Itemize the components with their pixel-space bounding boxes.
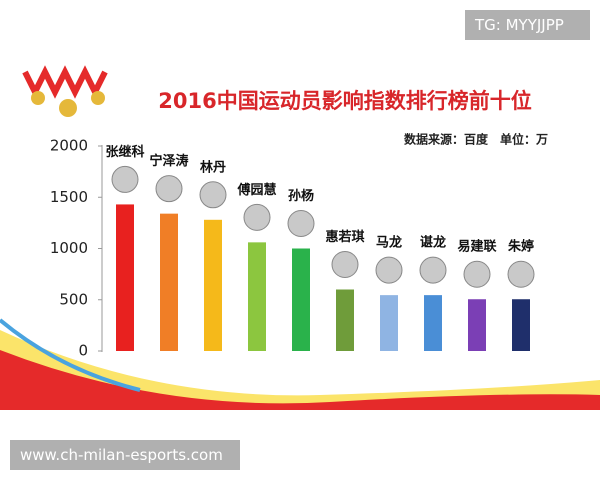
bar-name-label: 傅园慧: [236, 182, 276, 198]
bar-name-label: 孙杨: [288, 188, 314, 204]
bar: [160, 213, 178, 351]
watermark: TG: MYYJJPP: [465, 10, 590, 40]
chart-note: 数据来源：百度 单位：万: [404, 132, 548, 147]
y-tick-label: 500: [59, 290, 88, 308]
bar-name-label: 林丹: [200, 159, 226, 175]
avatar: [287, 210, 315, 237]
bar: [292, 248, 310, 351]
bar: [424, 295, 442, 351]
bar-name-label: 易建联: [457, 239, 496, 255]
y-tick-label: 2000: [50, 137, 88, 155]
bar-name-label: 马龙: [376, 235, 402, 251]
avatar: [243, 203, 271, 231]
bar-name-label: 惠若琪: [325, 229, 364, 245]
bar: [468, 299, 486, 351]
bar: [248, 242, 266, 351]
y-tick-label: 0: [78, 342, 88, 360]
avatar: [375, 256, 403, 284]
bar-name-label: 朱婷: [507, 239, 534, 255]
bar: [380, 295, 398, 351]
bar: [512, 299, 530, 351]
chart-title: 2016中国运动员影响指数排行榜前十位: [158, 89, 531, 113]
bar: [116, 204, 134, 351]
avatar: [463, 260, 491, 288]
bar: [204, 219, 222, 351]
decor-wave: [0, 330, 600, 410]
y-tick-label: 1000: [50, 239, 88, 257]
avatar: [507, 260, 535, 288]
bar-name-label: 宁泽涛: [149, 153, 188, 169]
logo: [22, 65, 108, 117]
decor-wave: [0, 318, 141, 392]
avatar: [419, 256, 447, 284]
avatar: [155, 175, 183, 203]
bar: [336, 289, 354, 351]
avatar: [199, 181, 227, 209]
avatar: [331, 251, 359, 278]
y-tick-label: 1500: [50, 188, 88, 206]
watermark: www.ch-milan-esports.com: [10, 440, 240, 470]
avatar: [111, 165, 139, 193]
bar-name-label: 张继科: [105, 144, 144, 160]
decor-wave: [0, 350, 600, 410]
bar-name-label: 谌龙: [420, 235, 446, 251]
